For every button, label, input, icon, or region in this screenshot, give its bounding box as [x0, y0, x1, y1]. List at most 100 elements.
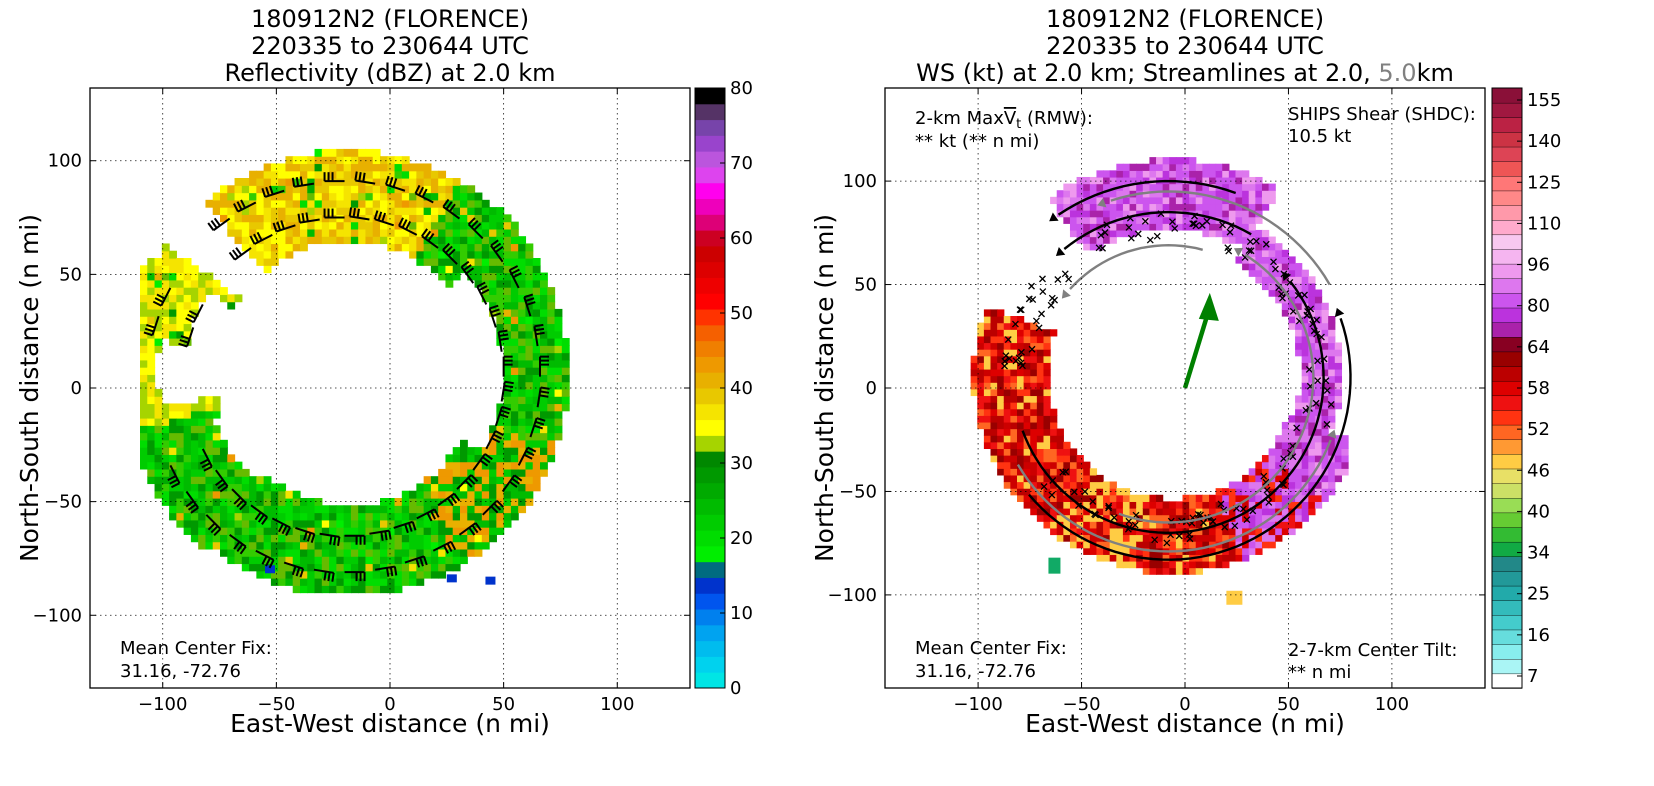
windspeed-cell: [1030, 329, 1038, 337]
windspeed-cell: [1089, 196, 1098, 205]
windspeed-cell: [997, 368, 1005, 377]
windspeed-cell: [1169, 534, 1177, 542]
colorbar-swatch: [1491, 585, 1523, 601]
reflectivity-cell: [169, 323, 177, 332]
reflectivity-cell: [241, 505, 250, 514]
reflectivity-cell: [241, 512, 250, 521]
windspeed-cell: [1182, 508, 1190, 516]
reflectivity-cell: [241, 556, 250, 565]
colorbar-swatch: [1491, 102, 1523, 118]
windspeed-cell: [1083, 183, 1091, 191]
reflectivity-cell: [343, 170, 352, 179]
reflectivity-cell: [212, 505, 221, 514]
max-wind-marker: [1327, 400, 1335, 408]
colorbar-swatch: [1491, 658, 1523, 675]
windspeed-cell: [1308, 335, 1316, 344]
windspeed-cell: [1017, 468, 1025, 476]
reflectivity-cell: [358, 192, 367, 201]
reflectivity-cell: [176, 265, 185, 274]
reflectivity-cell: [532, 374, 541, 383]
windspeed-cell: [1023, 494, 1031, 502]
wind-barb-feather: [491, 312, 502, 318]
wind-barb-feather: [358, 172, 362, 182]
windspeed-cell: [1209, 554, 1217, 562]
windspeed-cell: [1314, 501, 1323, 509]
colorbar-tick-label: 25: [1527, 584, 1550, 605]
reflectivity-cell: [460, 185, 468, 194]
windspeed-cell: [1103, 534, 1111, 542]
reflectivity-cell: [329, 512, 337, 521]
windspeed-cell: [1202, 223, 1210, 231]
reflectivity-cell: [547, 403, 556, 412]
reflectivity-cell: [169, 512, 177, 521]
reflectivity-cell: [256, 570, 265, 579]
reflectivity-cell: [438, 199, 447, 208]
windspeed-cell: [1056, 468, 1064, 476]
reflectivity-cell: [263, 178, 272, 186]
max-wind-marker: [1125, 517, 1133, 525]
max-wind-marker: [1048, 294, 1056, 302]
windspeed-cell: [1235, 547, 1243, 555]
reflectivity-cell: [481, 468, 490, 477]
reflectivity-cell: [416, 236, 425, 245]
windspeed-cell: [1010, 408, 1018, 416]
windspeed-cell: [1275, 461, 1283, 469]
reflectivity-cell: [496, 265, 505, 274]
reflectivity-cell: [387, 541, 396, 550]
reflectivity-cell: [292, 498, 301, 506]
max-wind-marker: [1186, 535, 1194, 543]
reflectivity-cell: [140, 367, 148, 375]
reflectivity-cell: [183, 301, 192, 310]
windspeed-cell: [1228, 488, 1237, 496]
reflectivity-cell: [263, 527, 272, 535]
reflectivity-cell: [438, 250, 447, 259]
windspeed-cell: [1036, 388, 1045, 397]
windspeed-cell: [1301, 335, 1309, 344]
windspeed-cell: [1162, 163, 1170, 171]
reflectivity-cell: [350, 519, 359, 528]
windspeed-cell: [1189, 163, 1197, 171]
reflectivity-cell: [394, 156, 403, 165]
reflectivity-cell: [278, 199, 287, 208]
max-wind-marker: [1194, 510, 1202, 518]
reflectivity-cell: [358, 512, 367, 521]
reflectivity-cell: [372, 228, 381, 237]
windspeed-cell: [1248, 223, 1256, 231]
colorbar-tick-label: 64: [1527, 337, 1550, 358]
windspeed-cell: [1314, 468, 1323, 476]
reflectivity-cell: [198, 461, 207, 470]
reflectivity-cell: [321, 207, 330, 215]
reflectivity-cell: [154, 468, 163, 477]
reflectivity-cell: [358, 541, 367, 550]
windspeed-cell: [1076, 236, 1084, 244]
reflectivity-cell: [489, 214, 497, 223]
windspeed-cell: [1222, 527, 1230, 536]
windspeed-cell: [1182, 534, 1190, 542]
reflectivity-cell: [176, 287, 185, 295]
reflectivity-cell: [190, 432, 199, 441]
reflectivity-cell: [234, 221, 243, 230]
windspeed-cell: [1308, 276, 1316, 284]
reflectivity-cell: [190, 447, 199, 455]
reflectivity-cell: [278, 214, 287, 223]
windspeed-cell: [1222, 554, 1230, 562]
windspeed-cell: [997, 375, 1005, 383]
windspeed-cell: [1301, 289, 1309, 297]
reflectivity-cell: [270, 185, 279, 194]
reflectivity-cell: [423, 476, 432, 485]
windspeed-cell: [1255, 534, 1263, 542]
grid: [90, 88, 690, 688]
reflectivity-cell: [314, 148, 323, 157]
reflectivity-cell: [329, 192, 337, 201]
reflectivity-cell: [372, 556, 381, 565]
reflectivity-cell: [285, 490, 294, 499]
reflectivity-cell: [234, 548, 243, 557]
windspeed-cell: [977, 402, 985, 410]
reflectivity-cell: [489, 527, 497, 535]
windspeed-cell: [1175, 203, 1184, 211]
reflectivity-cell: [423, 199, 432, 208]
windspeed-cell: [1083, 508, 1091, 516]
reflectivity-cell: [227, 461, 236, 470]
colorbar-swatch: [1491, 248, 1523, 265]
reflectivity-cell: [525, 410, 534, 419]
